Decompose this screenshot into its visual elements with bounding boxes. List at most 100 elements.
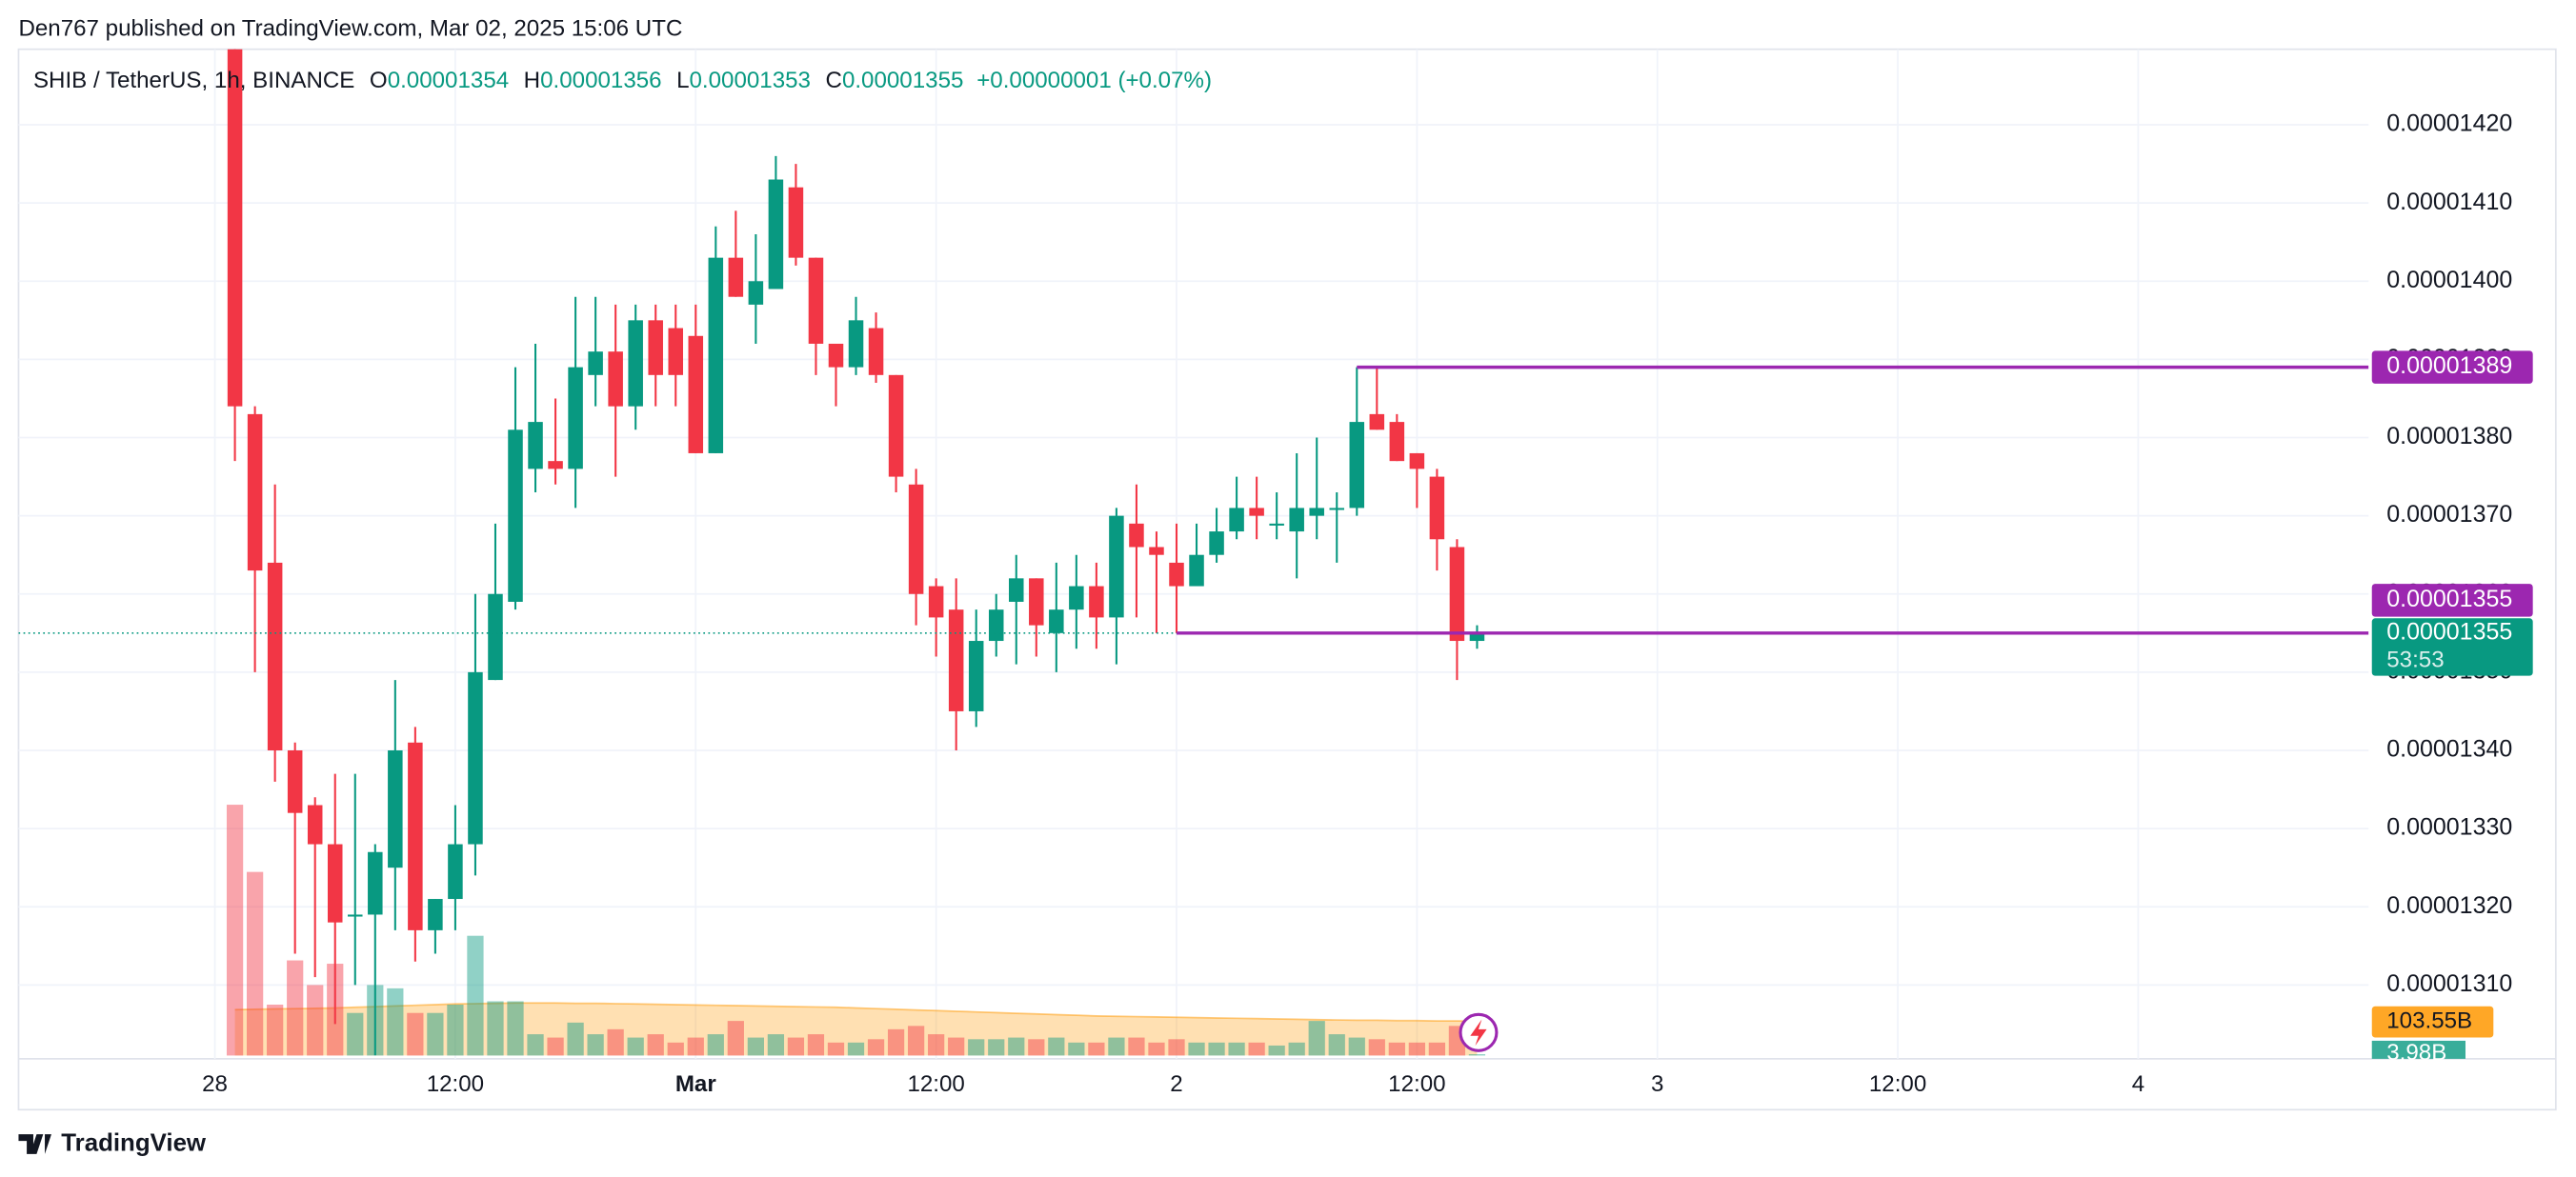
volume-bar <box>447 1004 464 1056</box>
volume-bar <box>867 1039 885 1056</box>
volume-bar <box>407 1012 424 1056</box>
volume-bar <box>907 1026 925 1056</box>
candle-body <box>307 805 323 845</box>
volume-bar <box>1288 1042 1305 1056</box>
hline-label-box <box>2371 350 2533 384</box>
frame <box>17 48 2557 1111</box>
hline-label-box <box>2371 584 2533 617</box>
candle-body <box>608 351 623 407</box>
y-tick-label: 0.00001410 <box>2386 189 2512 215</box>
price-labels: 0.00001389 0.00001355 0.00001355 53:53 103.5… <box>2371 350 2533 1066</box>
hline-label: 0.00001389 <box>2386 352 2512 379</box>
lightning-icon <box>1459 1012 1499 1052</box>
candle-body <box>1069 586 1084 610</box>
candle-body <box>1409 452 1425 469</box>
o-value: 0.00001354 <box>388 69 509 94</box>
candle-body <box>868 328 884 375</box>
volume-ma-label: 103.55B <box>2386 1008 2472 1034</box>
x-tick-label: 12:00 <box>1869 1071 1926 1097</box>
logo <box>18 1134 51 1154</box>
volume-bar <box>607 1028 624 1056</box>
candle-body <box>1449 547 1465 642</box>
candle-body <box>1389 422 1405 462</box>
volume-bar <box>807 1034 825 1056</box>
candle-body <box>1349 422 1365 509</box>
volume-bar <box>267 1004 284 1056</box>
candle-body <box>568 367 583 469</box>
volume-bar <box>827 1042 845 1056</box>
candle-body <box>1209 531 1224 555</box>
candle-body <box>348 914 363 917</box>
y-tick-label: 0.00001320 <box>2386 892 2512 919</box>
change: +0.00000001 (+0.07%) <box>976 69 1212 94</box>
volume-bar <box>467 935 484 1056</box>
h-label: H <box>524 69 540 94</box>
volume-bar <box>1428 1042 1446 1056</box>
candle-body <box>1469 632 1485 642</box>
volume-bar <box>1108 1037 1125 1056</box>
volume-bar <box>1068 1042 1085 1056</box>
volume-bar <box>1468 1054 1486 1056</box>
volume-bar <box>1208 1042 1225 1056</box>
candle-body <box>1269 523 1284 526</box>
candle-body <box>1309 508 1324 516</box>
l-value: 0.00001353 <box>690 69 811 94</box>
x-tick-label: 12:00 <box>427 1071 484 1097</box>
h-value: 0.00001356 <box>540 69 661 94</box>
candle-body <box>668 328 684 375</box>
x-tick-label: 28 <box>202 1071 228 1097</box>
brand: TradingView <box>61 1129 207 1156</box>
volume-bar <box>1328 1034 1345 1056</box>
candle-body <box>1089 586 1104 618</box>
candle-body <box>888 374 904 477</box>
candle-body <box>1189 554 1204 587</box>
x-tick-label: 12:00 <box>1388 1071 1445 1097</box>
volume-bar <box>1188 1042 1205 1056</box>
volume-bar <box>1168 1039 1185 1056</box>
candle-body <box>267 562 283 751</box>
countdown: 53:53 <box>2386 648 2444 673</box>
volume-bar <box>928 1034 945 1056</box>
y-tick-label: 0.00001400 <box>2386 267 2512 293</box>
candle-body <box>468 671 483 845</box>
candle-body <box>508 429 523 602</box>
candle-body <box>388 750 403 868</box>
volume-bar <box>427 1012 444 1056</box>
volume-bar <box>667 1042 684 1056</box>
y-tick-label: 0.00001370 <box>2386 501 2512 528</box>
volume-pane <box>226 805 1486 1056</box>
volume-bar <box>247 871 264 1056</box>
candle-body <box>588 351 603 375</box>
volume-bar <box>527 1034 544 1056</box>
candle-body <box>928 586 944 618</box>
x-tick-label: 4 <box>2132 1071 2144 1097</box>
c-value: 0.00001355 <box>842 69 963 94</box>
candle-body <box>1029 578 1044 626</box>
last-price-label: 0.00001355 <box>2386 618 2512 645</box>
volume-bar <box>1148 1042 1165 1056</box>
volume-ma-box <box>2371 1006 2494 1038</box>
volume-bar <box>1308 1021 1325 1056</box>
byline: Den767 published on TradingView.com, Mar… <box>18 15 682 41</box>
volume-bar <box>627 1037 644 1056</box>
volume-bar <box>1388 1042 1405 1056</box>
l-label: L <box>676 69 689 94</box>
candle-body <box>1429 476 1445 540</box>
volume-bar <box>226 805 244 1056</box>
volume-bar <box>587 1034 604 1056</box>
candle-body <box>528 422 543 469</box>
candle-body <box>227 49 243 407</box>
volume-label: 3.98B <box>2386 1040 2446 1066</box>
candle-body <box>448 844 463 900</box>
candle-body <box>688 335 704 453</box>
candle-body <box>788 187 804 258</box>
volume-bar <box>1268 1045 1285 1056</box>
volume-bar <box>767 1034 785 1056</box>
volume-bar <box>727 1021 744 1056</box>
o-label: O <box>370 69 388 94</box>
candle-body <box>948 609 964 711</box>
candle-body <box>287 750 303 813</box>
candle-body <box>828 343 844 368</box>
candle-body <box>908 484 924 594</box>
